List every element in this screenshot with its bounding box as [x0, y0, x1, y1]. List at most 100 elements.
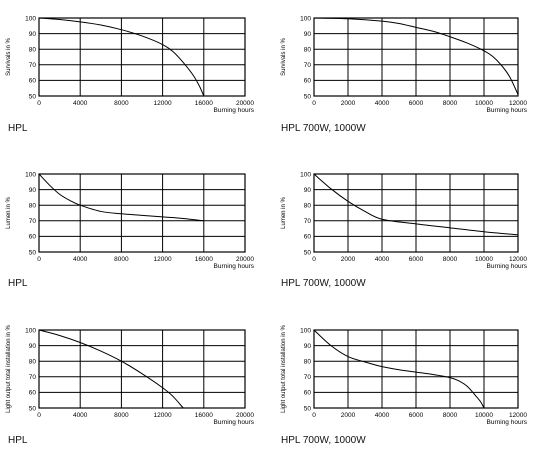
x-tick-label: 4000: [375, 100, 390, 107]
x-tick-label: 12000: [509, 256, 527, 263]
chart-svg: 0 4000 8000 12000 16000 20000 50 60 70 80 90 100 Bur…: [6, 15, 255, 114]
y-tick-label: 80: [29, 47, 37, 54]
chart-svg: 0 4000 8000 12000 16000 20000 50 60 70 80 90 100 Bur…: [6, 171, 255, 270]
series-line: [38, 329, 184, 409]
series-line: [313, 329, 485, 409]
y-tick-label: 90: [29, 187, 37, 194]
x-tick-label: 16000: [195, 100, 213, 107]
y-tick-label: 90: [304, 187, 312, 194]
x-axis-label: Burning hours: [214, 263, 255, 270]
y-tick-label: 100: [300, 15, 311, 22]
y-tick-label: 80: [304, 203, 312, 210]
x-tick-label: 12000: [154, 100, 172, 107]
x-tick-label: 0: [37, 256, 41, 263]
x-tick-label: 0: [312, 100, 316, 107]
y-tick-label: 80: [304, 359, 312, 366]
y-tick-label: 50: [304, 93, 312, 100]
y-tick-label: 90: [29, 343, 37, 350]
x-tick-label: 0: [312, 256, 316, 263]
chart-panel: 0 4000 8000 12000 16000 20000 50 60 70 80 90 100 Bur…: [0, 311, 270, 461]
x-tick-label: 8000: [443, 100, 458, 107]
x-tick-label: 20000: [236, 412, 254, 419]
y-tick-label: 100: [300, 327, 311, 334]
y-tick-label: 90: [29, 31, 37, 38]
x-axis-label: Burning hours: [487, 263, 528, 270]
y-tick-label: 60: [29, 234, 37, 241]
y-tick-label: 60: [304, 78, 312, 85]
x-tick-label: 6000: [409, 256, 424, 263]
y-tick-label: 60: [29, 78, 37, 85]
series-line: [313, 173, 519, 236]
chart-caption: HPL: [8, 435, 28, 446]
x-tick-label: 0: [37, 100, 41, 107]
y-axis-label: Light output total installation in %: [6, 324, 12, 412]
y-tick-label: 60: [304, 390, 312, 397]
y-axis-label: Survivals in %: [6, 38, 12, 76]
x-axis-label: Burning hours: [487, 107, 528, 114]
x-tick-label: 4000: [375, 256, 390, 263]
plot-frame: [38, 173, 246, 253]
chart-panel: 0 2000 4000 6000 8000 10000 12000 50 60 70 80 90 100…: [275, 155, 533, 305]
x-tick-label: 12000: [154, 412, 172, 419]
x-axis-label: Burning hours: [214, 419, 255, 426]
y-tick-label: 70: [304, 374, 312, 381]
chart-panel: 0 4000 8000 12000 16000 20000 50 60 70 80 90 100 Bur…: [0, 0, 270, 150]
chart-panel: 0 4000 8000 12000 16000 20000 50 60 70 80 90 100 Bur…: [0, 155, 270, 305]
x-tick-label: 8000: [114, 256, 129, 263]
plot-frame: [313, 173, 519, 253]
x-tick-label: 2000: [341, 412, 356, 419]
x-tick-label: 16000: [195, 412, 213, 419]
x-tick-label: 0: [312, 412, 316, 419]
x-tick-label: 10000: [475, 100, 493, 107]
x-tick-label: 20000: [236, 256, 254, 263]
x-tick-label: 2000: [341, 100, 356, 107]
plot-frame: [313, 17, 519, 97]
y-axis-label: Lumen in %: [6, 196, 12, 228]
y-tick-label: 90: [304, 31, 312, 38]
y-axis-label: Survivals in %: [281, 38, 287, 76]
x-tick-label: 6000: [409, 412, 424, 419]
x-tick-label: 20000: [236, 100, 254, 107]
chart-svg: 0 2000 4000 6000 8000 10000 12000 50 60 70 80 90 100…: [281, 15, 528, 114]
y-tick-label: 70: [29, 218, 37, 225]
y-tick-label: 100: [25, 171, 36, 178]
series-line: [313, 17, 519, 95]
x-tick-label: 8000: [114, 412, 129, 419]
y-tick-label: 90: [304, 343, 312, 350]
y-tick-label: 80: [29, 203, 37, 210]
x-tick-label: 12000: [509, 412, 527, 419]
y-tick-label: 70: [304, 218, 312, 225]
y-axis-label: Light output total installation in %: [281, 324, 287, 412]
chart-caption: HPL 700W, 1000W: [281, 123, 366, 134]
chart-caption: HPL: [8, 123, 28, 134]
chart-caption: HPL: [8, 278, 28, 289]
x-tick-label: 6000: [409, 100, 424, 107]
x-tick-label: 16000: [195, 256, 213, 263]
series-line: [38, 173, 204, 222]
x-axis-label: Burning hours: [214, 107, 255, 114]
x-axis-label: Burning hours: [487, 419, 528, 426]
x-tick-label: 4000: [375, 412, 390, 419]
y-tick-label: 100: [25, 15, 36, 22]
plot-frame: [313, 329, 519, 409]
x-tick-label: 10000: [475, 256, 493, 263]
chart-panel: 0 2000 4000 6000 8000 10000 12000 50 60 70 80 90 100…: [275, 311, 533, 461]
y-axis-label: Lumen in %: [281, 196, 287, 228]
y-tick-label: 50: [304, 249, 312, 256]
x-tick-label: 10000: [475, 412, 493, 419]
x-tick-label: 8000: [114, 100, 129, 107]
chart-panel: 0 2000 4000 6000 8000 10000 12000 50 60 70 80 90 100…: [275, 0, 533, 150]
x-tick-label: 0: [37, 412, 41, 419]
y-tick-label: 60: [304, 234, 312, 241]
chart-caption: HPL 700W, 1000W: [281, 278, 366, 289]
y-tick-label: 70: [304, 62, 312, 69]
series-line: [38, 17, 205, 97]
plot-frame: [38, 329, 246, 409]
x-tick-label: 8000: [443, 412, 458, 419]
x-tick-label: 12000: [509, 100, 527, 107]
chart-svg: 0 2000 4000 6000 8000 10000 12000 50 60 70 80 90 100…: [281, 324, 528, 426]
x-tick-label: 4000: [73, 412, 88, 419]
plot-frame: [38, 17, 246, 97]
y-tick-label: 80: [304, 47, 312, 54]
y-tick-label: 50: [29, 249, 37, 256]
